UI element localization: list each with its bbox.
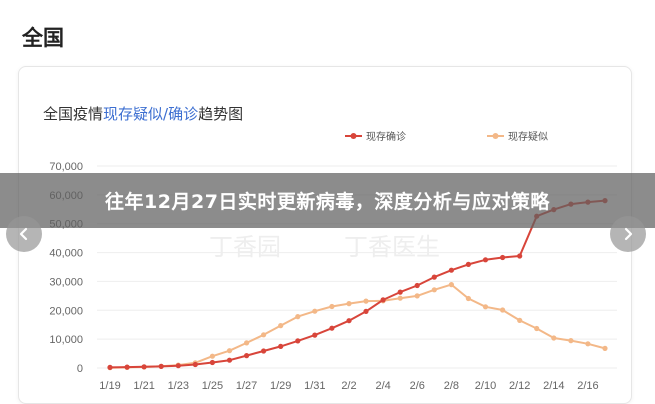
data-point xyxy=(295,314,301,320)
y-tick-label: 10,000 xyxy=(49,334,83,346)
data-point xyxy=(397,289,403,295)
data-point xyxy=(175,363,181,369)
x-tick-label: 2/16 xyxy=(577,380,598,392)
data-point xyxy=(244,353,250,359)
data-point xyxy=(517,317,523,323)
data-point xyxy=(244,340,250,346)
data-point xyxy=(414,282,420,289)
data-point xyxy=(278,323,284,329)
data-point xyxy=(209,359,215,366)
chart-title-part-1: 全国疫情 xyxy=(43,105,103,123)
chart-card: 全国疫情现存疑似/确诊趋势图 现存确诊 现存疑似 丁香园 丁香医生 0 10,00… xyxy=(18,66,632,404)
data-point xyxy=(278,343,284,349)
x-tick-label: 2/2 xyxy=(341,380,356,392)
data-point xyxy=(465,261,471,267)
data-point xyxy=(517,253,523,259)
y-tick-label: 30,000 xyxy=(49,276,83,288)
series-line xyxy=(109,283,606,369)
data-point xyxy=(431,287,437,293)
data-point xyxy=(329,303,335,310)
data-point xyxy=(465,295,471,302)
data-point xyxy=(312,308,318,314)
legend-suspected-marker xyxy=(492,133,499,139)
series-line xyxy=(109,199,606,369)
data-point xyxy=(482,304,489,310)
x-tick-label: 2/10 xyxy=(475,380,496,392)
data-point xyxy=(312,332,318,338)
legend-suspected-label: 现存疑似 xyxy=(508,130,548,143)
data-point xyxy=(500,307,506,313)
data-point xyxy=(585,341,591,347)
data-point xyxy=(380,297,386,303)
x-tick-label: 2/4 xyxy=(375,380,390,392)
x-tick-label: 2/14 xyxy=(543,380,564,392)
data-point xyxy=(431,274,437,280)
data-point xyxy=(346,301,352,307)
data-point xyxy=(602,345,608,351)
article-title-banner: 往年12月27日实时更新病毒，深度分析与应对策略 xyxy=(0,173,655,228)
data-point xyxy=(124,364,130,370)
watermark-text-2: 丁香医生 xyxy=(344,233,440,261)
x-axis: 1/19 1/21 1/23 1/25 1/27 1/29 1/31 2/2 2/4 2/6 2/8… xyxy=(99,380,598,392)
data-point xyxy=(568,338,574,344)
data-point xyxy=(363,308,369,314)
chart-title-part-4: 确诊 xyxy=(168,105,198,123)
chevron-right-icon xyxy=(624,227,633,241)
y-tick-label: 0 xyxy=(77,363,83,375)
x-tick-label: 1/31 xyxy=(304,380,325,392)
x-tick-label: 1/23 xyxy=(168,380,189,392)
x-tick-label: 1/19 xyxy=(99,380,120,392)
next-image-button[interactable] xyxy=(610,216,646,252)
x-tick-label: 2/6 xyxy=(410,380,425,392)
watermark-text-1: 丁香园 xyxy=(209,233,281,261)
data-point xyxy=(363,298,369,304)
x-tick-label: 1/27 xyxy=(236,380,257,392)
y-tick-label: 40,000 xyxy=(49,248,83,260)
data-point xyxy=(448,282,454,288)
y-tick-label: 20,000 xyxy=(49,305,83,317)
data-point xyxy=(397,295,403,301)
data-point xyxy=(209,353,215,359)
data-point xyxy=(534,325,540,332)
chart-title-part-5: 趋势图 xyxy=(198,105,243,123)
data-point xyxy=(448,267,454,273)
data-point xyxy=(261,332,267,338)
chart-legend: 现存确诊 现存疑似 xyxy=(345,130,548,143)
data-point xyxy=(329,325,335,331)
data-point xyxy=(261,348,267,354)
data-point xyxy=(346,318,352,324)
article-title: 往年12月27日实时更新病毒，深度分析与应对策略 xyxy=(105,191,550,213)
legend-confirmed-label: 现存确诊 xyxy=(366,130,406,143)
page-heading: 全国 xyxy=(22,26,64,50)
x-tick-label: 1/29 xyxy=(270,380,291,392)
chevron-left-icon xyxy=(19,227,28,241)
data-point xyxy=(141,364,147,370)
data-point xyxy=(158,363,164,369)
data-point xyxy=(107,364,113,370)
chart-title-part-3: / xyxy=(163,105,169,123)
watermark: 丁香园 丁香医生 xyxy=(209,233,440,261)
x-tick-label: 2/12 xyxy=(509,380,530,392)
x-tick-label: 1/25 xyxy=(202,380,223,392)
data-point xyxy=(295,338,301,344)
legend-confirmed-marker xyxy=(350,133,357,139)
chart-title-part-2: 现存疑似 xyxy=(103,105,163,123)
trend-chart: 全国疫情现存疑似/确诊趋势图 现存确诊 现存疑似 丁香园 丁香医生 010,00… xyxy=(43,105,617,392)
y-tick-label: 70,000 xyxy=(49,161,83,173)
previous-image-button[interactable] xyxy=(6,216,42,252)
data-point xyxy=(500,254,506,261)
data-point xyxy=(414,293,420,299)
data-point xyxy=(482,257,489,263)
data-point xyxy=(226,357,233,363)
x-tick-label: 2/8 xyxy=(444,380,459,392)
data-point xyxy=(226,348,233,354)
data-point xyxy=(551,335,557,341)
chart-title: 全国疫情现存疑似/确诊趋势图 xyxy=(43,105,243,123)
x-tick-label: 1/21 xyxy=(133,380,154,392)
data-point xyxy=(192,361,198,368)
